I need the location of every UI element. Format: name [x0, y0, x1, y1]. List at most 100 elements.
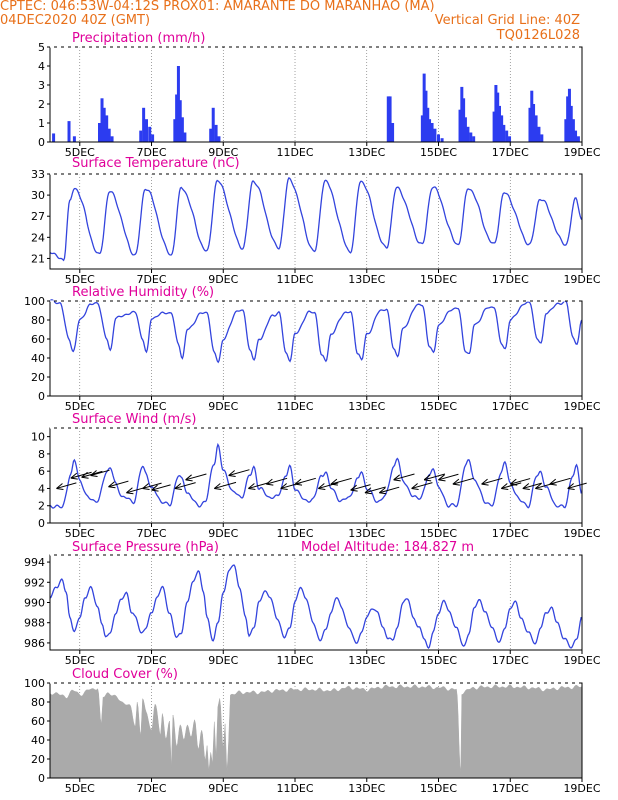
temperature-y-tick-label: 24 [31, 231, 45, 244]
wind-arrow [185, 473, 207, 481]
precipitation-y-tick-label: 4 [38, 60, 45, 73]
precipitation-bar [571, 119, 575, 142]
pressure-y-tick-label: 988 [24, 617, 45, 630]
precipitation-bar [173, 119, 177, 142]
wind-title: Surface Wind (m/s) [72, 412, 196, 427]
wind-y-tick-label: 4 [38, 482, 45, 495]
precipitation-bar [176, 66, 180, 142]
humidity-y-tick-label: 0 [38, 390, 45, 403]
pressure-y-tick-label: 992 [24, 576, 45, 589]
precipitation-bar [497, 105, 501, 142]
temperature-x-tick-label: 11DEC [276, 273, 313, 286]
precipitation-bar [574, 130, 578, 142]
precipitation-x-tick-label: 11DEC [276, 146, 313, 159]
precipitation-bar [107, 128, 111, 142]
precipitation-bar [100, 98, 104, 142]
wind-y-tick-label: 10 [31, 431, 45, 444]
precipitation-bar [142, 107, 146, 142]
cloud-panel: 0 20 40 60 80 100 5DEC 7DEC 9DEC 11DEC 13DEC 15DEC 1… [24, 667, 601, 795]
wind-arrow-head [174, 483, 182, 490]
humidity-x-tick-label: 19DEC [563, 400, 600, 413]
pressure-x-tick-label: 19DEC [563, 654, 600, 667]
wind-arrow-head [500, 483, 509, 490]
wind-arrow [70, 471, 92, 479]
humidity-title: Relative Humidity (%) [72, 285, 214, 300]
precipitation-bar [458, 109, 462, 142]
precipitation-bar [437, 134, 441, 142]
precipitation-panel: 0 1 2 3 4 5 5DEC 7DEC 9DEC 11DEC 13DEC 15DEC 17DEC 19… [38, 31, 601, 159]
wind-arrow [501, 482, 522, 489]
humidity-x-tick-label: 7DEC [136, 400, 166, 413]
wind-x-tick-label: 11DEC [276, 527, 313, 540]
humidity-x-tick-label: 9DEC [208, 400, 238, 413]
precipitation-y-tick-label: 3 [38, 79, 45, 92]
precipitation-bar [567, 88, 571, 142]
precipitation-bar [217, 136, 221, 142]
pressure-x-tick-label: 11DEC [276, 654, 313, 667]
wind-arrow-head [509, 478, 518, 486]
precipitation-bar [428, 119, 432, 142]
cloud-y-tick-label: 100 [24, 677, 45, 690]
precipitation-bar [502, 124, 506, 142]
precipitation-bar [102, 107, 106, 142]
precipitation-x-tick-label: 17DEC [492, 146, 529, 159]
wind-arrow-head [364, 487, 373, 495]
temperature-line [49, 177, 583, 262]
wind-arrow [294, 477, 316, 485]
wind-arrow-head [228, 470, 236, 477]
precipitation-bar [386, 96, 390, 142]
precipitation-bar [463, 117, 467, 142]
precipitation-x-tick-label: 19DEC [563, 146, 600, 159]
wind-arrow [379, 486, 400, 494]
temperature-x-tick-label: 13DEC [348, 273, 385, 286]
temperature-y-tick-label: 33 [31, 168, 45, 181]
precipitation-bar [144, 119, 148, 142]
wind-arrow-head [56, 483, 64, 490]
wind-arrow [350, 484, 371, 491]
wind-arrow-head [411, 483, 419, 490]
pressure-x-tick-label: 17DEC [492, 654, 529, 667]
temperature-x-tick-label: 9DEC [208, 273, 238, 286]
wind-arrow [56, 482, 77, 489]
wind-arrow [330, 477, 352, 485]
wind-frame [49, 427, 583, 524]
precipitation-bar [530, 90, 534, 142]
wind-arrow-head [452, 478, 460, 486]
wind-x-tick-label: 5DEC [65, 527, 95, 540]
wind-arrow-head [378, 487, 387, 495]
precipitation-y-tick-label: 0 [38, 136, 45, 149]
precipitation-bar [532, 104, 536, 142]
cloud-y-tick-label: 60 [31, 715, 45, 728]
precipitation-bar [391, 123, 395, 142]
humidity-y-tick-label: 20 [31, 371, 45, 384]
precipitation-y-tick-label: 1 [38, 117, 45, 130]
wind-y-tick-label: 0 [38, 517, 45, 530]
precipitation-bar [180, 117, 184, 142]
precipitation-bar [211, 107, 215, 142]
wind-arrow-head [567, 483, 575, 490]
precipitation-bar [460, 86, 464, 142]
temperature-frame [49, 173, 583, 270]
header-line1: CPTEC: 046:53W-04:12S PROX01: AMARANTE D… [0, 0, 435, 14]
cloud-title: Cloud Cover (%) [72, 667, 178, 682]
wind-arrow [510, 478, 531, 485]
precipitation-bar [430, 123, 434, 142]
wind-arrow [438, 473, 459, 481]
wind-arrow-head [248, 483, 256, 490]
precipitation-bar [508, 136, 512, 142]
pressure-x-tick-label: 5DEC [65, 654, 95, 667]
wind-arrow [393, 473, 415, 481]
precipitation-bar [420, 115, 424, 142]
pressure-annotation: Model Altitude: 184.827 m [301, 540, 474, 555]
wind-x-tick-label: 15DEC [420, 527, 457, 540]
precipitation-x-tick-label: 15DEC [420, 146, 457, 159]
wind-x-tick-label: 9DEC [208, 527, 238, 540]
wind-arrow [266, 477, 288, 485]
pressure-y-tick-label: 994 [24, 556, 45, 569]
precipitation-bar [534, 115, 538, 142]
cloud-x-tick-label: 15DEC [420, 782, 457, 795]
temperature-title: Surface Temperature (nC) [72, 156, 240, 171]
precipitation-bar [139, 130, 143, 142]
precipitation-bar [569, 105, 573, 142]
